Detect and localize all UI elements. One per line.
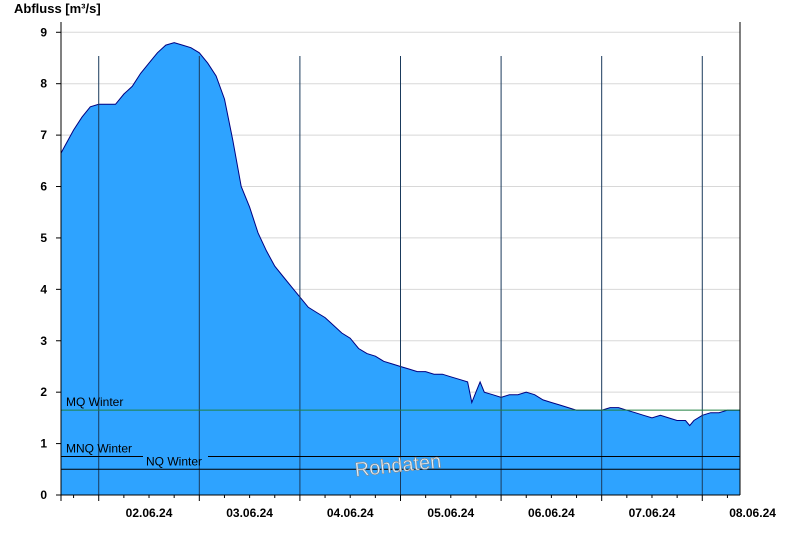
y-tick-label-6: 6 — [40, 180, 47, 194]
x-tick-label-07.06.24: 07.06.24 — [629, 506, 676, 520]
x-tick-label-06.06.24: 06.06.24 — [528, 506, 575, 520]
y-tick-label-2: 2 — [40, 385, 47, 399]
y-tick-label-3: 3 — [40, 334, 47, 348]
x-tick-label-02.06.24: 02.06.24 — [126, 506, 173, 520]
x-tick-label-05.06.24: 05.06.24 — [427, 506, 474, 520]
y-tick-label-8: 8 — [40, 77, 47, 91]
y-tick-labels: 0 1 2 3 4 5 6 7 8 9 — [40, 25, 47, 502]
y-tick-label-7: 7 — [40, 128, 47, 142]
ref-label-mq-winter: MQ Winter — [66, 395, 123, 409]
y-tick-label-1: 1 — [40, 437, 47, 451]
y-tick-label-0: 0 — [40, 488, 47, 502]
x-tick-label-04.06.24: 04.06.24 — [327, 506, 374, 520]
x-tick-label-08.06.24: 08.06.24 — [729, 506, 776, 520]
x-tick-labels: 02.06.24 03.06.24 04.06.24 05.06.24 06.06.24… — [126, 506, 777, 520]
y-tick-label-4: 4 — [40, 282, 47, 296]
y-tick-label-5: 5 — [40, 231, 47, 245]
x-tick-label-03.06.24: 03.06.24 — [226, 506, 273, 520]
axes — [56, 22, 741, 501]
ref-label-mnq-winter: MNQ Winter — [66, 441, 132, 455]
discharge-series-line — [60, 42, 740, 427]
y-axis-label: Abfluss [m³/s] — [14, 1, 101, 16]
discharge-area — [60, 42, 740, 495]
reference-lines: MQ Winter MNQ Winter NQ Winter — [61, 395, 740, 470]
day-separators — [98, 56, 703, 495]
ref-label-nq-winter: NQ Winter — [146, 454, 202, 468]
discharge-area-fill — [61, 42, 740, 495]
y-tick-label-9: 9 — [40, 25, 47, 39]
